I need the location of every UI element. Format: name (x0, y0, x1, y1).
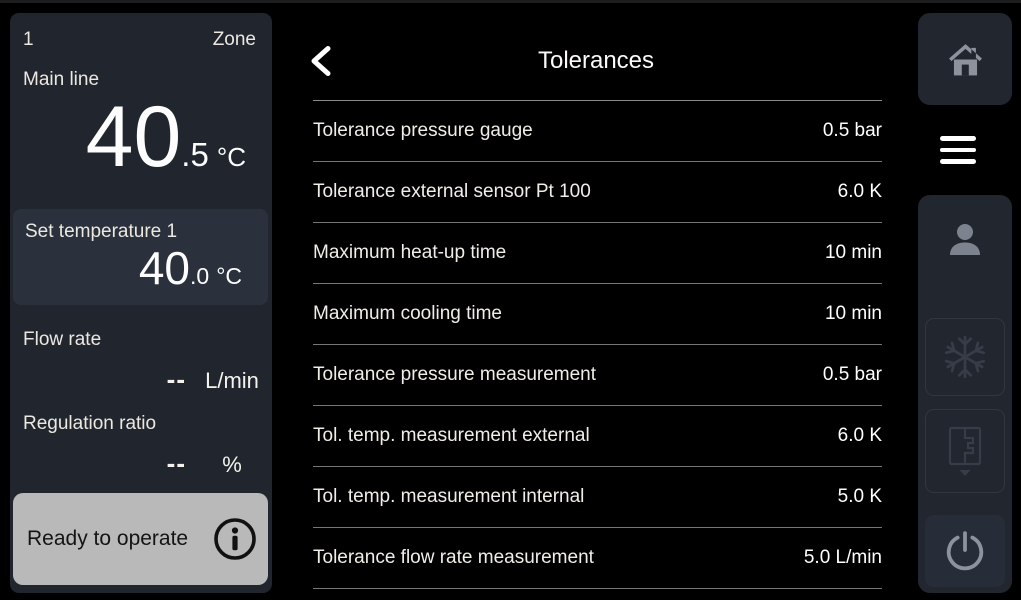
sidebar-item-cooling[interactable] (925, 318, 1005, 396)
status-label: Ready to operate (27, 527, 189, 550)
zone-label: Zone (212, 29, 256, 50)
user-icon (950, 223, 980, 255)
set-temp-integer: 40 (138, 241, 190, 294)
sidebar-item-user[interactable] (918, 195, 1012, 283)
snowflake-icon (943, 335, 987, 379)
sidebar-item-valve[interactable] (925, 409, 1005, 493)
flow-rate-label: Flow rate (23, 328, 102, 350)
valve-icon (948, 426, 982, 476)
sidebar-item-power[interactable] (925, 515, 1005, 587)
row-value: 0.5 bar (822, 364, 882, 385)
row-label: Maximum cooling time (313, 303, 502, 324)
home-icon (948, 43, 982, 75)
row-value: 6.0 K (837, 425, 882, 446)
list-item[interactable]: Tol. temp. measurement internal 5.0 K (313, 467, 882, 528)
row-value: 6.0 K (837, 181, 882, 202)
sidebar-item-menu-active[interactable] (909, 110, 1007, 190)
zone-number: 1 (23, 29, 34, 50)
set-temp-unit: °C (216, 262, 242, 289)
row-label: Tolerance external sensor Pt 100 (313, 181, 591, 202)
row-value: 5.0 K (837, 486, 882, 507)
row-label: Tolerance pressure measurement (313, 364, 597, 385)
row-label: Tol. temp. measurement external (313, 425, 590, 446)
list-item[interactable]: Tolerance pressure measurement 0.5 bar (313, 345, 882, 406)
row-label: Tolerance pressure gauge (313, 120, 533, 141)
page-title: Tolerances (537, 47, 655, 74)
power-icon (946, 531, 984, 571)
content-header: Tolerances (280, 3, 912, 100)
regulation-ratio-unit: % (222, 451, 242, 477)
sidebar-item-home[interactable] (918, 13, 1012, 105)
nav-sidebar (909, 13, 1012, 593)
main-temp-decimal: .5 (181, 136, 209, 173)
set-temperature-label: Set temperature 1 (25, 220, 178, 242)
row-label: Tol. temp. measurement internal (313, 486, 585, 507)
list-item[interactable]: Maximum heat-up time 10 min (313, 223, 882, 284)
flow-rate-value: -- (166, 363, 186, 394)
info-icon (214, 518, 256, 560)
list-item[interactable]: Tolerance flow rate measurement 5.0 L/mi… (313, 528, 882, 589)
row-value: 0.5 bar (822, 120, 882, 141)
status-ready-button[interactable]: Ready to operate (13, 493, 268, 585)
main-temperature-display: 40 .5 °C (10, 89, 272, 185)
regulation-ratio-value: -- (166, 447, 186, 478)
flow-rate-value-row: -- L/min (10, 364, 272, 395)
row-value: 10 min (824, 242, 882, 263)
zone-header: 1 Zone (10, 13, 272, 51)
tolerance-list: Tolerance pressure gauge 0.5 bar Toleran… (313, 100, 882, 589)
row-label: Tolerance flow rate measurement (313, 547, 594, 568)
list-item[interactable]: Tol. temp. measurement external 6.0 K (313, 406, 882, 467)
back-button[interactable] (308, 45, 334, 77)
tolerances-screen: Tolerances Tolerance pressure gauge 0.5 … (280, 3, 912, 600)
set-temperature-value: 40 .0 °C (25, 245, 242, 291)
main-temp-unit: °C (216, 142, 246, 172)
set-temperature-tile[interactable]: Set temperature 1 40 .0 °C (13, 208, 268, 305)
list-item[interactable]: Tolerance pressure gauge 0.5 bar (313, 101, 882, 162)
list-item[interactable]: Tolerance external sensor Pt 100 6.0 K (313, 162, 882, 223)
row-label: Maximum heat-up time (313, 242, 507, 263)
row-value: 5.0 L/min (803, 547, 882, 568)
row-value: 10 min (824, 303, 882, 324)
set-temp-decimal: .0 (190, 262, 210, 289)
regulation-ratio-label: Regulation ratio (23, 412, 157, 434)
regulation-ratio-value-row: -- % (10, 448, 272, 479)
flow-rate-unit: L/min (205, 367, 259, 393)
list-item[interactable]: Maximum cooling time 10 min (313, 284, 882, 345)
main-line-label: Main line (23, 69, 100, 90)
sidebar-lower-section (918, 195, 1012, 593)
main-temp-integer: 40 (85, 89, 182, 185)
menu-icon (940, 136, 976, 141)
zone-panel: 1 Zone Main line 40 .5 °C Set temperatur… (10, 13, 272, 593)
